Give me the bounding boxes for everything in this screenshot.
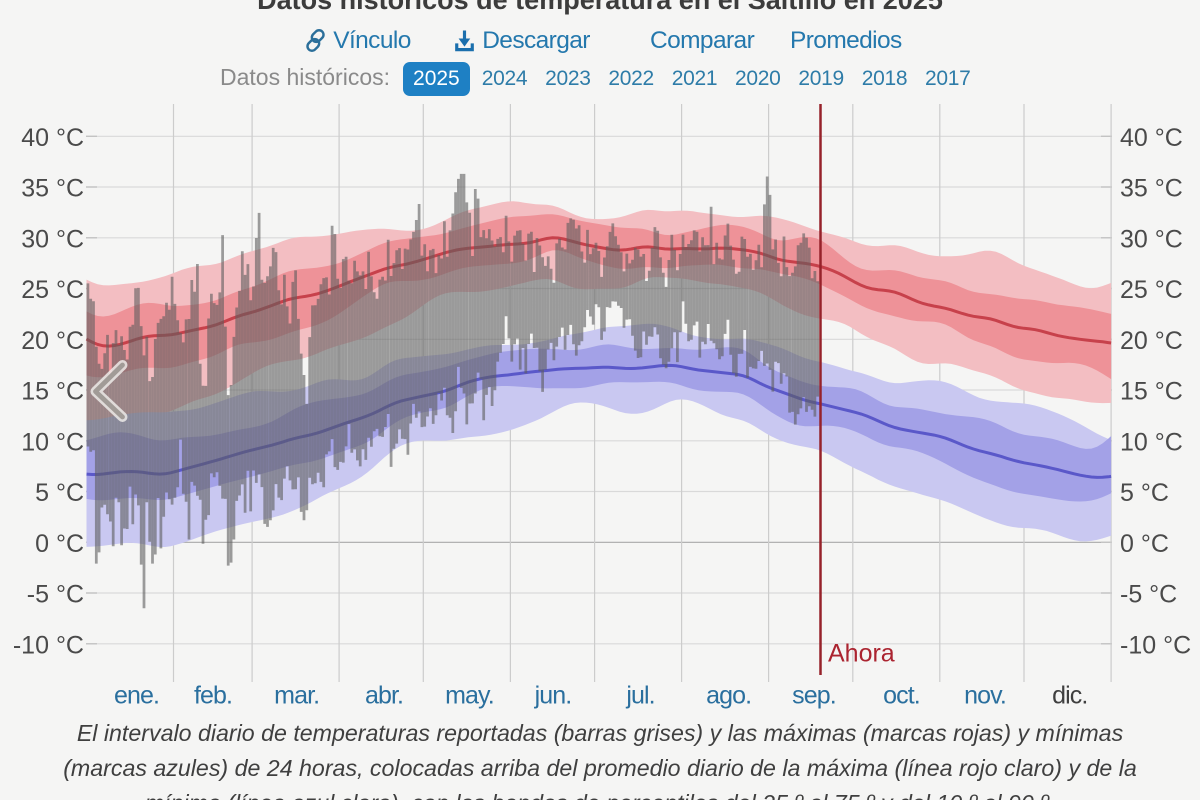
svg-text:0 °C: 0 °C [1120,530,1169,558]
svg-text:15 °C: 15 °C [21,378,84,406]
svg-text:15 °C: 15 °C [1120,378,1183,406]
svg-text:sep.: sep. [792,682,836,710]
svg-text:0 °C: 0 °C [35,530,84,558]
svg-text:40 °C: 40 °C [21,124,84,152]
svg-text:30 °C: 30 °C [1120,225,1183,253]
svg-text:-10 °C: -10 °C [13,631,84,659]
svg-text:mar.: mar. [274,682,319,710]
svg-text:30 °C: 30 °C [21,225,84,253]
svg-text:ago.: ago. [706,682,751,710]
svg-text:35 °C: 35 °C [1120,175,1183,203]
svg-text:20 °C: 20 °C [1120,327,1183,355]
svg-text:ene.: ene. [114,682,159,710]
svg-text:nov.: nov. [964,682,1006,710]
svg-text:25 °C: 25 °C [1120,276,1183,304]
svg-text:jul.: jul. [625,682,654,710]
svg-text:20 °C: 20 °C [21,327,84,355]
svg-text:10 °C: 10 °C [21,428,84,456]
svg-text:40 °C: 40 °C [1120,124,1183,152]
svg-text:dic.: dic. [1052,682,1087,710]
svg-text:25 °C: 25 °C [21,276,84,304]
svg-text:-5 °C: -5 °C [27,581,84,609]
svg-text:oct.: oct. [883,682,920,710]
svg-text:Ahora: Ahora [828,640,895,668]
svg-text:-10 °C: -10 °C [1120,631,1191,659]
svg-text:-5 °C: -5 °C [1120,581,1177,609]
svg-text:35 °C: 35 °C [21,175,84,203]
svg-text:10 °C: 10 °C [1120,428,1183,456]
svg-text:jun.: jun. [534,682,572,710]
svg-text:5 °C: 5 °C [1120,479,1169,507]
svg-text:abr.: abr. [365,682,403,710]
svg-text:may.: may. [445,682,494,710]
svg-text:feb.: feb. [194,682,232,710]
svg-text:5 °C: 5 °C [35,479,84,507]
